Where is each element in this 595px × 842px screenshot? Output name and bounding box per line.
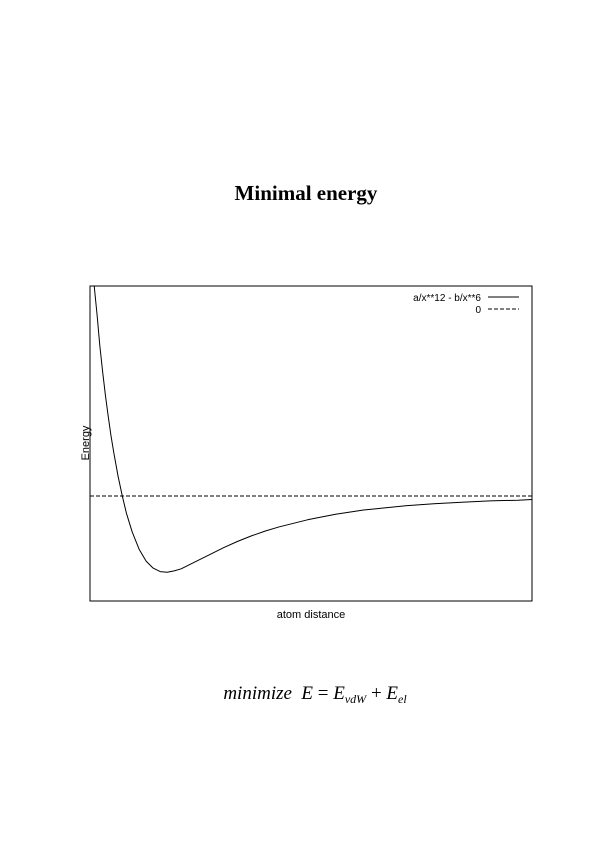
formula-plus: + [370,683,382,704]
formula: minimize E = EvdW + Eel [0,683,595,707]
legend-label-zero-line: 0 [475,305,481,316]
legend: a/x**12 - b/x**6 0 [413,293,519,316]
energy-curve-line [93,286,532,573]
series-layer [90,286,532,573]
formula-term1-base: E [333,683,345,704]
formula-term2-base: E [386,683,399,704]
formula-verb: minimize [223,683,292,704]
formula-term1-subscript: vdW [344,692,367,706]
page-title: Minimal energy [234,181,378,205]
x-axis-label: atom distance [277,609,345,621]
formula-lhs: E [301,683,314,704]
plot-frame [89,285,533,602]
formula-term2-subscript: el [398,692,407,706]
legend-label-energy-curve: a/x**12 - b/x**6 [413,293,481,304]
y-axis-label: Energy [80,425,92,460]
formula-equals: = [317,683,329,704]
